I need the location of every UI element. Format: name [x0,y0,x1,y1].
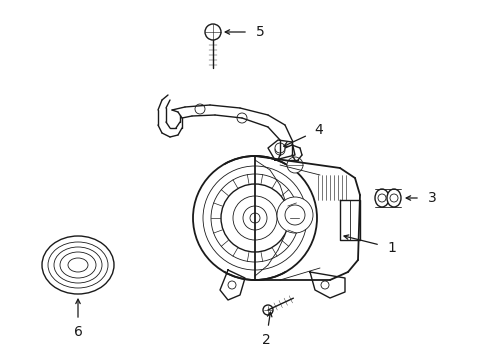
Text: 4: 4 [314,123,323,137]
Circle shape [274,145,285,155]
Circle shape [320,281,328,289]
Ellipse shape [54,247,102,283]
Circle shape [243,206,266,230]
Circle shape [285,205,305,225]
Text: 1: 1 [386,241,395,255]
Circle shape [286,157,303,173]
Circle shape [274,143,285,153]
Circle shape [210,174,298,262]
Circle shape [227,281,236,289]
Circle shape [249,213,260,223]
Ellipse shape [48,242,108,288]
Text: 5: 5 [255,25,264,39]
Text: 2: 2 [261,333,270,347]
Circle shape [276,197,312,233]
Ellipse shape [42,236,114,294]
Circle shape [263,305,272,315]
Circle shape [232,196,276,240]
Ellipse shape [60,252,96,278]
Ellipse shape [374,189,388,207]
Ellipse shape [386,189,400,207]
Circle shape [204,24,221,40]
Circle shape [377,194,385,202]
Circle shape [221,184,288,252]
Circle shape [237,113,246,123]
Circle shape [203,166,306,270]
Circle shape [389,194,397,202]
Ellipse shape [68,258,88,272]
Text: 6: 6 [73,325,82,339]
Circle shape [195,104,204,114]
Circle shape [193,156,316,280]
Text: 3: 3 [427,191,435,205]
